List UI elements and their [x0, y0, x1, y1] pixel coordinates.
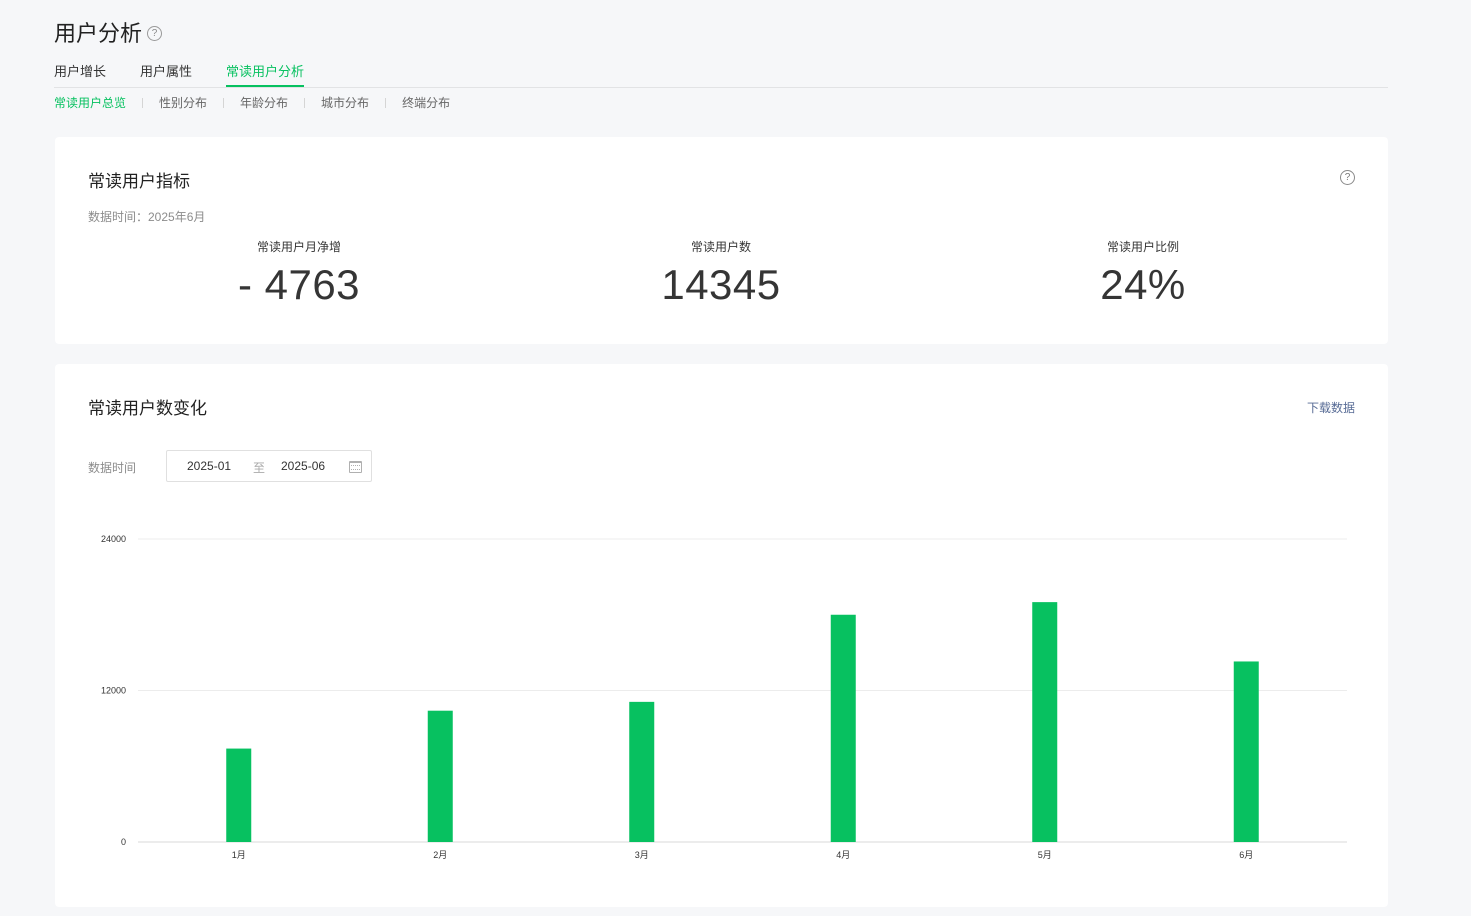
metrics-data-time: 数据时间：2025年6月: [88, 210, 206, 224]
range-end-value[interactable]: 2025-06: [281, 459, 326, 473]
subtab-divider: [142, 97, 144, 108]
metric-frequent-reader-ratio: 常读用户比例 24%: [1013, 238, 1273, 309]
main-tabs: 用户增长 用户属性 常读用户分析: [54, 63, 1388, 88]
metric-value: 14345: [661, 261, 781, 308]
metric-label: 常读用户月净增: [256, 240, 341, 254]
tab-frequent-reader-analysis[interactable]: 常读用户分析: [226, 63, 305, 87]
bar: [629, 701, 655, 842]
range-start-value[interactable]: 2025-01: [187, 459, 232, 473]
y-tick-label: 24000: [101, 534, 126, 544]
x-tick-label: 5月: [1038, 850, 1052, 860]
subtab-overview[interactable]: 常读用户总览: [54, 96, 127, 110]
metrics-card-title: 常读用户指标: [88, 172, 190, 191]
y-tick-label: 12000: [101, 686, 126, 696]
tab-user-attributes[interactable]: 用户属性: [140, 64, 193, 79]
metric-value: - 4763: [237, 261, 361, 308]
trend-card: 常读用户数变化 下载数据 数据时间 2025-01 至 2025-06 0 120…: [55, 364, 1388, 907]
date-range-picker[interactable]: 2025-01 至 2025-06: [166, 450, 372, 482]
subtab-device[interactable]: 终端分布: [402, 96, 451, 110]
range-separator: 至: [253, 461, 266, 475]
frequent-readers-bar-chart: 0 12000 24000 1月 2月 3月 4月 5月 6月: [101, 534, 1347, 860]
subtab-age[interactable]: 年龄分布: [240, 96, 289, 110]
date-range-label: 数据时间: [88, 461, 137, 475]
bar: [830, 614, 856, 842]
sub-tabs: 常读用户总览 性别分布 年龄分布 城市分布 终端分布: [54, 94, 450, 111]
metric-label: 常读用户比例: [1106, 240, 1179, 254]
download-data-link[interactable]: 下载数据: [1306, 401, 1355, 415]
y-tick-label: 0: [121, 837, 126, 847]
x-tick-label: 6月: [1239, 850, 1253, 860]
subtab-divider: [223, 97, 225, 108]
bar: [226, 748, 252, 842]
subtab-divider: [385, 97, 387, 108]
calendar-icon[interactable]: [349, 461, 362, 473]
bar: [1233, 661, 1259, 842]
subtab-city[interactable]: 城市分布: [321, 96, 370, 110]
x-tick-label: 2月: [433, 850, 447, 860]
metric-value: 24%: [1100, 261, 1186, 308]
subtab-divider: [304, 97, 306, 108]
metric-frequent-readers: 常读用户数 14345: [591, 238, 851, 309]
x-tick-label: 4月: [836, 850, 850, 860]
help-icon[interactable]: ?: [147, 26, 163, 41]
page-title: 用户分析 ?: [54, 16, 163, 48]
subtab-gender[interactable]: 性别分布: [159, 96, 208, 110]
x-tick-label: 3月: [635, 850, 649, 860]
metric-label: 常读用户数: [690, 240, 751, 254]
metric-monthly-net-growth: 常读用户月净增 - 4763: [169, 238, 429, 309]
tab-user-growth[interactable]: 用户增长: [54, 64, 107, 79]
page-title-text: 用户分析: [54, 21, 143, 46]
bar: [427, 710, 453, 842]
metrics-card: 常读用户指标 ? 数据时间：2025年6月 常读用户月净增 - 4763 常读用…: [55, 137, 1388, 344]
x-tick-label: 1月: [232, 850, 246, 860]
metrics-help-icon[interactable]: ?: [1340, 170, 1355, 185]
trend-card-title: 常读用户数变化: [88, 399, 207, 418]
bar: [1032, 602, 1058, 842]
